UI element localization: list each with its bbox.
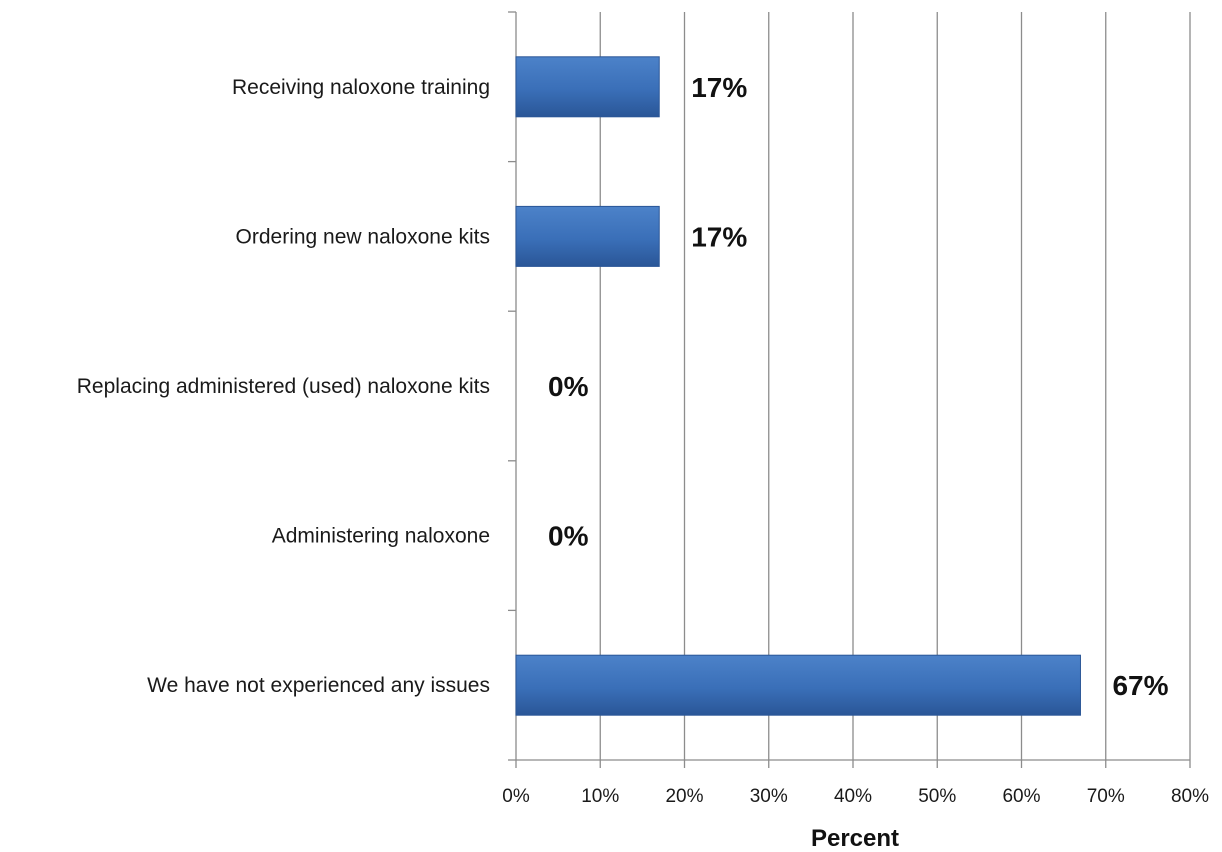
x-tick-label: 20% (665, 786, 703, 807)
x-tick-label: 0% (502, 786, 530, 807)
category-label: Administering naloxone (272, 525, 490, 548)
bars (515, 56, 1081, 716)
x-tick-label: 50% (918, 786, 956, 807)
x-tick-label: 80% (1171, 786, 1209, 807)
data-label: 17% (691, 72, 747, 103)
data-label: 17% (691, 221, 747, 252)
x-tick-label: 70% (1087, 786, 1125, 807)
data-label: 0% (548, 521, 589, 552)
data-label: 0% (548, 371, 589, 402)
category-label: We have not experienced any issues (147, 674, 490, 697)
category-label: Replacing administered (used) naloxone k… (77, 375, 490, 398)
x-axis-title: Percent (811, 825, 899, 852)
x-tick-label: 30% (750, 786, 788, 807)
x-tick-label: 10% (581, 786, 619, 807)
bar (515, 205, 660, 267)
category-label: Ordering new naloxone kits (236, 225, 490, 248)
x-tick-label: 40% (834, 786, 872, 807)
labels: 0% 10% 20% 30% 40% 50% 60% 70% 80% Receiving nalo… (77, 72, 1209, 807)
bar (515, 56, 660, 118)
bar (515, 654, 1081, 716)
x-tick-label: 60% (1002, 786, 1040, 807)
category-label: Receiving naloxone training (232, 76, 490, 99)
data-label: 67% (1112, 670, 1168, 701)
axes (508, 11, 1191, 768)
gridlines (599, 12, 1191, 760)
